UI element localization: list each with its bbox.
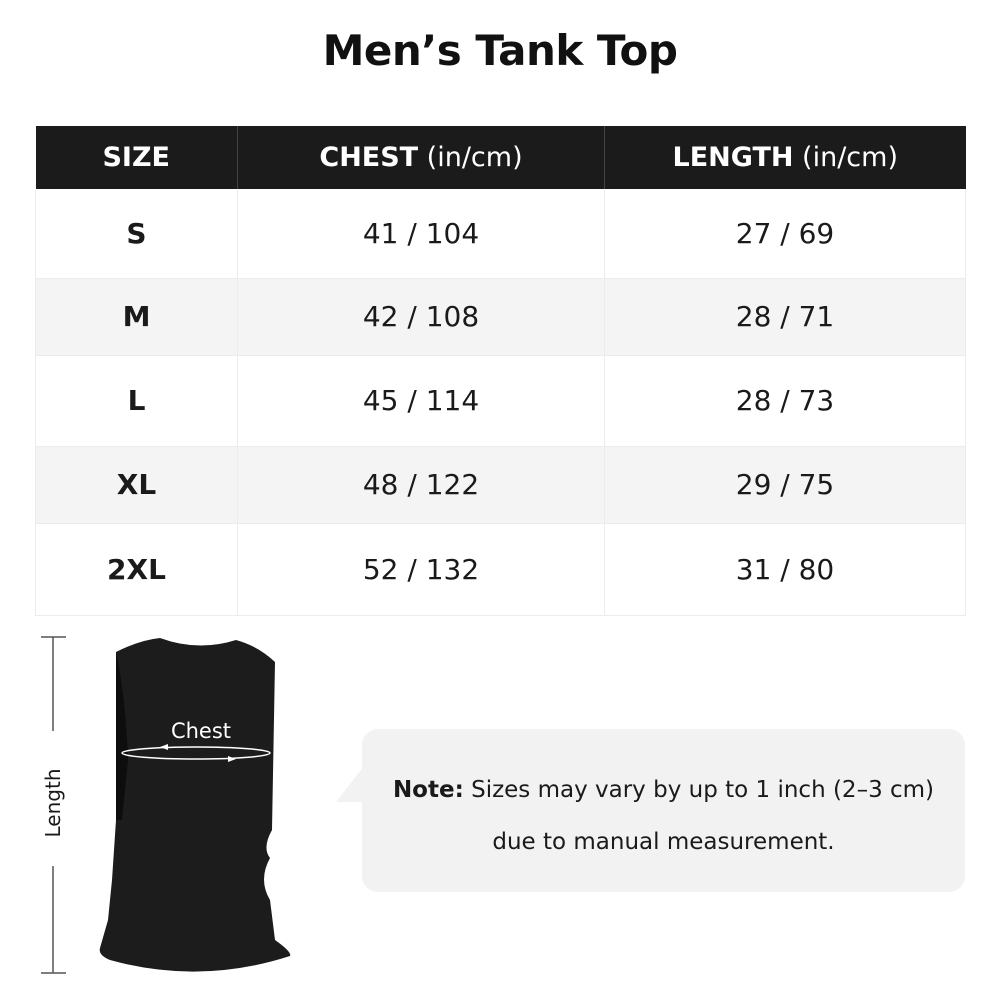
chest-label: Chest <box>171 719 231 743</box>
note-text-1: Sizes may vary by up to 1 inch (2–3 cm) <box>463 777 935 803</box>
table-row: M 42 / 108 28 / 71 <box>35 278 966 356</box>
length-label: Length <box>41 768 65 838</box>
note-box: Note: Sizes may vary by up to 1 inch (2–… <box>362 729 965 892</box>
size-cell: S <box>35 189 238 279</box>
table-row: L 45 / 114 28 / 73 <box>35 355 966 447</box>
table-row: 2XL 52 / 132 31 / 80 <box>35 523 966 616</box>
table-row: XL 48 / 122 29 / 75 <box>35 446 966 524</box>
chest-cell: 48 / 122 <box>237 446 605 524</box>
header-length: LENGTH (in/cm) <box>604 126 966 189</box>
size-cell: XL <box>35 446 238 524</box>
table-row: S 41 / 104 27 / 69 <box>35 189 966 279</box>
length-cell: 28 / 71 <box>604 278 966 356</box>
note-line-1: Note: Sizes may vary by up to 1 inch (2–… <box>362 777 965 803</box>
chest-arrow-icon <box>160 744 236 762</box>
chest-measure-ellipse <box>121 746 271 760</box>
length-cell: 29 / 75 <box>604 446 966 524</box>
note-label: Note: <box>392 777 464 803</box>
note-line-2: due to manual measurement. <box>492 829 835 855</box>
header-label: CHEST <box>319 142 419 173</box>
size-cell: M <box>35 278 238 356</box>
chest-cell: 45 / 114 <box>237 355 605 447</box>
size-cell: 2XL <box>35 523 238 616</box>
chest-cell: 42 / 108 <box>237 278 605 356</box>
length-cell: 28 / 73 <box>604 355 966 447</box>
size-chart-table: SIZE CHEST (in/cm) LENGTH (in/cm) S 41 /… <box>35 126 966 616</box>
page-title: Men’s Tank Top <box>322 26 678 75</box>
chest-cell: 52 / 132 <box>237 523 605 616</box>
chest-cell: 41 / 104 <box>237 189 605 279</box>
length-cell: 31 / 80 <box>604 523 966 616</box>
length-ruler <box>41 636 66 974</box>
header-label: LENGTH <box>672 142 794 173</box>
size-cell: L <box>35 355 238 447</box>
length-cell: 27 / 69 <box>604 189 966 279</box>
tank-top-garment <box>99 638 291 972</box>
header-chest: CHEST (in/cm) <box>237 126 605 189</box>
note-pointer <box>336 766 364 802</box>
header-unit: (in/cm) <box>793 142 898 173</box>
header-unit: (in/cm) <box>418 142 523 173</box>
header-size: SIZE <box>35 126 238 189</box>
header-label: SIZE <box>102 142 170 173</box>
table-header-row: SIZE CHEST (in/cm) LENGTH (in/cm) <box>35 126 966 189</box>
left-armhole <box>116 652 128 820</box>
